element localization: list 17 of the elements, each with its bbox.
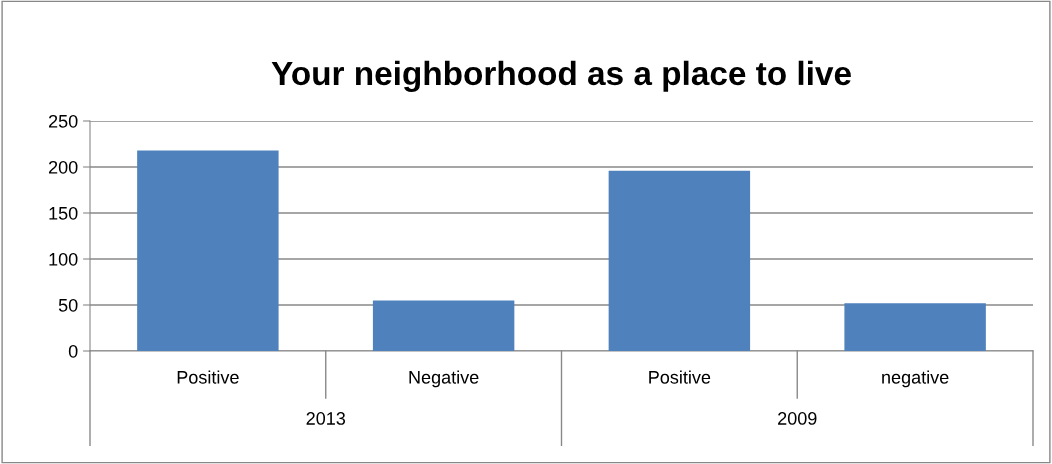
y-tick-label: 100	[49, 252, 78, 266]
bar	[608, 170, 751, 351]
y-tick-label: 0	[68, 344, 78, 358]
bar	[137, 150, 279, 351]
chart-title: Your neighborhood as a place to live	[271, 60, 851, 92]
text: 2009	[778, 412, 817, 425]
x-tick-label: Negative	[409, 370, 479, 388]
x-tick-label: negative	[882, 370, 949, 388]
y-tick-label: 250	[48, 114, 78, 128]
y-tick-label: 50	[58, 298, 78, 312]
x-tick-label: Positive	[649, 370, 711, 384]
x-tick-label: Positive	[177, 370, 239, 384]
y-tick-label: 150	[49, 206, 78, 220]
text: 2013	[306, 412, 346, 425]
y-tick-label: 200	[48, 160, 78, 174]
bar	[844, 303, 986, 351]
bar	[372, 300, 515, 351]
